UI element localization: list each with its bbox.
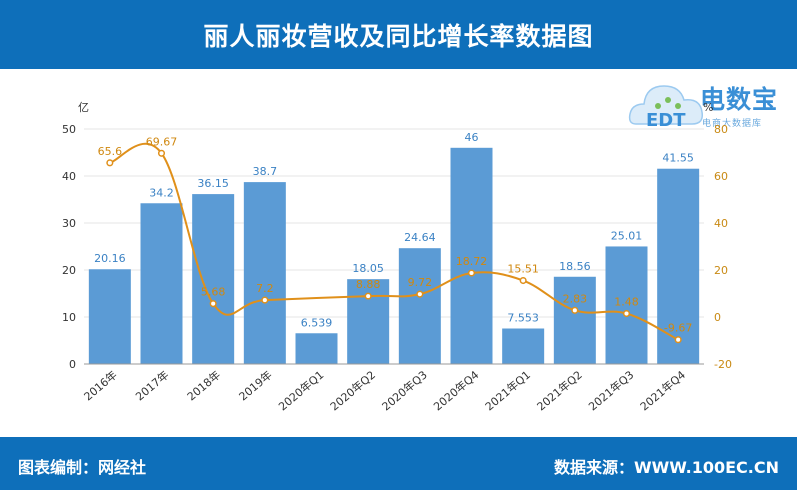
x-tick-label: 2016年 [81, 368, 120, 404]
gridlines [84, 128, 704, 318]
bar [243, 182, 286, 364]
bar-data-label: 25.01 [611, 229, 643, 242]
bar-data-label: 46 [465, 131, 479, 144]
bar [605, 246, 648, 364]
footer-compiler: 图表编制：网经社 [18, 458, 147, 477]
x-tick-label: 2018年 [184, 368, 223, 404]
growth-point [106, 159, 114, 167]
bar [553, 276, 596, 364]
x-tick-label: 2020年Q3 [379, 368, 430, 414]
right-tick-label: 20 [714, 264, 728, 277]
x-tick-label: 2021年Q4 [637, 368, 688, 414]
bar [192, 194, 235, 364]
chart-footer: 图表编制：网经社 数据来源：WWW.100EC.CN [0, 437, 797, 490]
chart-header: 丽人丽妆营收及同比增长率数据图 [0, 0, 797, 69]
right-tick-label: 40 [714, 217, 728, 230]
x-tick-label: 2019年 [236, 368, 275, 404]
left-tick-label: 20 [62, 264, 76, 277]
bar [450, 147, 493, 364]
growth-data-label: 7.2 [256, 282, 274, 295]
bar [347, 279, 390, 364]
chart-title: 丽人丽妆营收及同比增长率数据图 [203, 21, 594, 51]
left-tick-label: 40 [62, 170, 76, 183]
growth-data-label: 69.67 [146, 135, 178, 148]
growth-data-label: 65.6 [98, 145, 123, 158]
logo-brand: 电数宝 [700, 85, 779, 114]
bar [295, 333, 338, 364]
left-axis-unit: 亿 [78, 101, 89, 114]
bar-data-label: 20.16 [94, 252, 126, 265]
bar-data-label: 18.56 [559, 260, 591, 273]
bar-data-label: 7.553 [507, 312, 539, 325]
growth-point [674, 336, 682, 344]
bar-data-label: 6.539 [301, 316, 333, 329]
right-tick-label: 60 [714, 170, 728, 183]
left-tick-label: 50 [62, 123, 76, 136]
logo-subtitle: 电商大数据库 [702, 119, 763, 129]
x-tick-label: 2020年Q4 [431, 368, 482, 414]
bar-data-label: 24.64 [404, 231, 436, 244]
x-tick-label: 2017年 [133, 368, 172, 404]
growth-data-label: 2.83 [563, 292, 588, 305]
left-tick-label: 30 [62, 217, 76, 230]
bar-data-label: 38.7 [253, 165, 278, 178]
bar [398, 248, 441, 364]
growth-point [261, 296, 269, 304]
growth-data-label: 18.72 [456, 255, 488, 268]
revenue-growth-chart: 20.16 34.2 36.15 38.7 6.539 18.05 24.64 46 7.553… [62, 101, 732, 414]
right-tick-label: 0 [714, 311, 721, 324]
bar-data-label: 36.15 [197, 177, 229, 190]
growth-point [416, 290, 424, 298]
logo-cloud-text: EDT [646, 110, 686, 131]
bar-data-label: 34.2 [149, 186, 174, 199]
growth-point [209, 300, 217, 308]
right-axis-unit: % [703, 101, 713, 114]
left-tick-label: 0 [69, 358, 76, 371]
growth-point [571, 306, 579, 314]
growth-point [157, 149, 166, 157]
right-tick-label: -20 [714, 358, 732, 371]
footer-source: 数据来源：WWW.100EC.CN [553, 458, 779, 477]
x-tick-label: 2020年Q2 [327, 368, 378, 414]
x-tick-label: 2021年Q2 [534, 368, 585, 414]
bar-series: 20.16 34.2 36.15 38.7 6.539 18.05 24.64 46 7.553… [88, 131, 700, 364]
bar [140, 203, 183, 364]
right-tick-label: 80 [714, 123, 728, 136]
growth-data-label: 8.88 [356, 278, 381, 291]
growth-data-label: 1.48 [614, 296, 639, 309]
cloud-icon: EDT [628, 85, 704, 131]
growth-data-label: -9.67 [664, 322, 692, 335]
left-tick-label: 10 [62, 311, 76, 324]
growth-data-label: 9.72 [408, 276, 433, 289]
x-tick-label: 2020年Q1 [276, 368, 327, 414]
growth-point [364, 292, 372, 300]
bar [502, 328, 545, 364]
bar [88, 269, 131, 364]
bar-data-label: 41.55 [662, 152, 694, 165]
brand-logo: EDT 电数宝 电商大数据库 [628, 74, 793, 136]
growth-data-label: 5.68 [201, 286, 226, 299]
growth-point [622, 309, 631, 318]
x-tick-label: 2021年Q3 [586, 368, 637, 414]
growth-data-label: 15.51 [507, 263, 539, 276]
line-series: 65.6 69.67 5.68 7.2 8.88 9.72 18.72 15.51 2.83 1.… [98, 135, 692, 344]
growth-point [467, 269, 476, 277]
growth-point [519, 277, 527, 285]
bar-data-label: 18.05 [352, 262, 384, 275]
x-tick-label: 2021年Q1 [482, 368, 533, 414]
